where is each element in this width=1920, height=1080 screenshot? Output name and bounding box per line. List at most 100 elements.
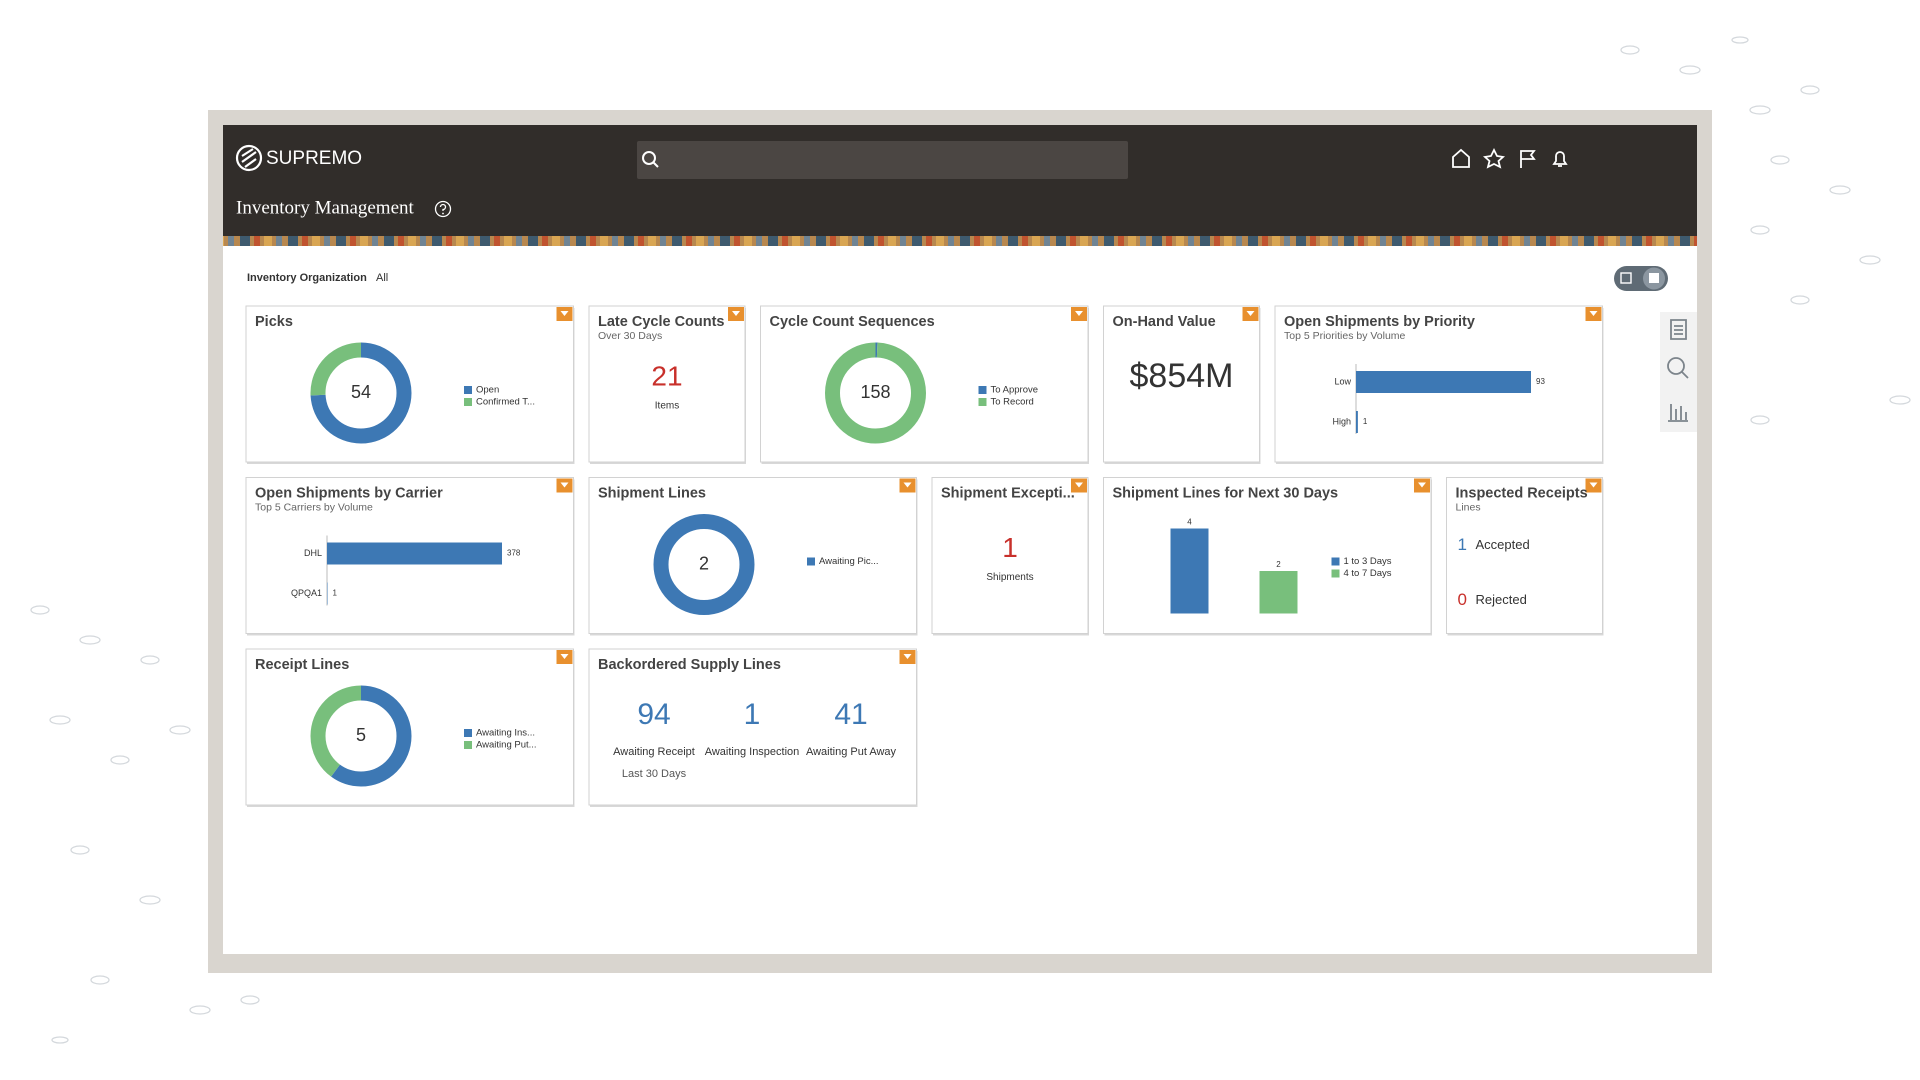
bar (1356, 411, 1358, 433)
tile: Shipment Excepti... 1 Shipments (931, 477, 1089, 636)
header-stripe (223, 236, 1697, 246)
help-icon[interactable] (434, 200, 452, 218)
donut-segment (653, 514, 755, 615)
legend-label: Confirmed T... (476, 397, 535, 408)
tile-title: Late Cycle Counts (598, 314, 725, 330)
tile-card[interactable] (1446, 477, 1603, 634)
brand: SUPREMO (266, 148, 362, 169)
tile-menu-arrow (1246, 311, 1255, 316)
search-box[interactable] (637, 141, 1128, 179)
tile-title: Picks (255, 314, 293, 330)
tile: Shipment Lines 2 Awaiting Pic... (588, 477, 918, 636)
category-label: High (1332, 416, 1351, 426)
value-label: 1 (1363, 417, 1368, 426)
legend-label: Awaiting Put... (476, 740, 537, 751)
flag-icon[interactable] (1520, 150, 1536, 168)
metric-note: Last 30 Days (622, 768, 687, 780)
category-label: Low (1334, 376, 1351, 386)
value-label: 1 (332, 589, 337, 598)
filter-value[interactable]: All (376, 272, 388, 284)
home-icon[interactable] (1452, 148, 1470, 168)
metric-value: 41 (834, 698, 867, 731)
tile-title: Shipment Lines for Next 30 Days (1113, 485, 1339, 501)
tile-menu-arrow (1418, 482, 1426, 488)
tile-title: On-Hand Value (1113, 314, 1216, 330)
tile-menu-arrow (1589, 482, 1598, 488)
legend-swatch (464, 729, 472, 737)
tile-menu-arrow (560, 654, 569, 659)
legend-label: To Record (991, 397, 1034, 408)
metric-label: Awaiting Inspection (705, 746, 800, 758)
tile-title: Shipment Lines (598, 485, 706, 501)
metric-value: 1 (744, 698, 761, 731)
legend-swatch (464, 741, 472, 749)
legend-label: 1 to 3 Days (1344, 556, 1392, 567)
tile-title: Inspected Receipts (1456, 485, 1588, 501)
kpi-value: 1 (1002, 532, 1018, 563)
tile-subtitle: Lines (1456, 501, 1481, 513)
tile-title: Cycle Count Sequences (770, 314, 935, 330)
page-title: Inventory Management (236, 197, 415, 218)
tile-card[interactable] (588, 305, 746, 463)
value-label: 93 (1536, 377, 1545, 386)
legend-label: To Approve (991, 385, 1039, 396)
search-panel-icon[interactable] (1667, 357, 1689, 379)
list-label: Rejected (1476, 592, 1527, 607)
filter-label: Inventory Organization (247, 272, 367, 284)
bar (327, 542, 502, 565)
kpi-label: Shipments (986, 572, 1033, 583)
tile-title: Shipment Excepti... (941, 485, 1075, 501)
value-label: 2 (1276, 560, 1281, 569)
metric-label: Awaiting Put Away (806, 746, 897, 758)
tile: Shipment Lines for Next 30 Days 4 2 1 to 3 … (1103, 477, 1432, 636)
tile-menu-arrow (903, 482, 912, 488)
background-dots (30, 36, 1911, 1044)
value-label: 4 (1187, 518, 1192, 527)
legend-swatch (1331, 557, 1340, 566)
tile-title: Receipt Lines (255, 657, 349, 673)
side-toolbar (1660, 312, 1697, 432)
tile-subtitle: Top 5 Carriers by Volume (255, 501, 373, 513)
logo[interactable] (235, 144, 263, 172)
bar (1259, 571, 1298, 614)
donut-segment (310, 342, 412, 444)
favorites-icon[interactable] (1482, 147, 1506, 169)
kpi-value: 21 (651, 360, 682, 391)
legend-swatch (807, 557, 815, 566)
tile-card[interactable] (1103, 305, 1260, 463)
value-label: 378 (507, 549, 521, 558)
tasks-icon[interactable] (1670, 319, 1687, 340)
search-icon (642, 151, 659, 168)
legend-label: Open (476, 385, 499, 396)
donut-segment (825, 342, 926, 444)
tile-menu-arrow (1075, 311, 1083, 316)
donut-total: 5 (356, 725, 366, 745)
legend-swatch (1331, 569, 1340, 578)
analytics-icon[interactable] (1668, 404, 1688, 422)
metric-value: 94 (637, 698, 670, 731)
legend-swatch (464, 386, 472, 394)
tile-menu-arrow (1075, 482, 1083, 488)
legend-label: Awaiting Ins... (476, 728, 535, 739)
donut-total: 158 (860, 382, 890, 402)
notifications-icon[interactable] (1552, 151, 1568, 167)
tile: Receipt Lines 5 Awaiting Ins...Awaiting Pu… (245, 648, 575, 807)
tile-menu-arrow (560, 311, 569, 316)
category-label: DHL (304, 548, 322, 558)
tile-card[interactable] (588, 648, 917, 806)
tile-title: Open Shipments by Priority (1284, 314, 1475, 330)
legend-swatch (978, 386, 987, 394)
view-toggle[interactable] (1614, 266, 1668, 291)
list-label: Accepted (1476, 537, 1530, 552)
tile-menu-arrow (903, 654, 912, 659)
tile-card[interactable] (931, 477, 1089, 634)
legend-swatch (978, 398, 987, 406)
tile: Backordered Supply Lines 94 Awaiting Recei… (588, 648, 918, 807)
